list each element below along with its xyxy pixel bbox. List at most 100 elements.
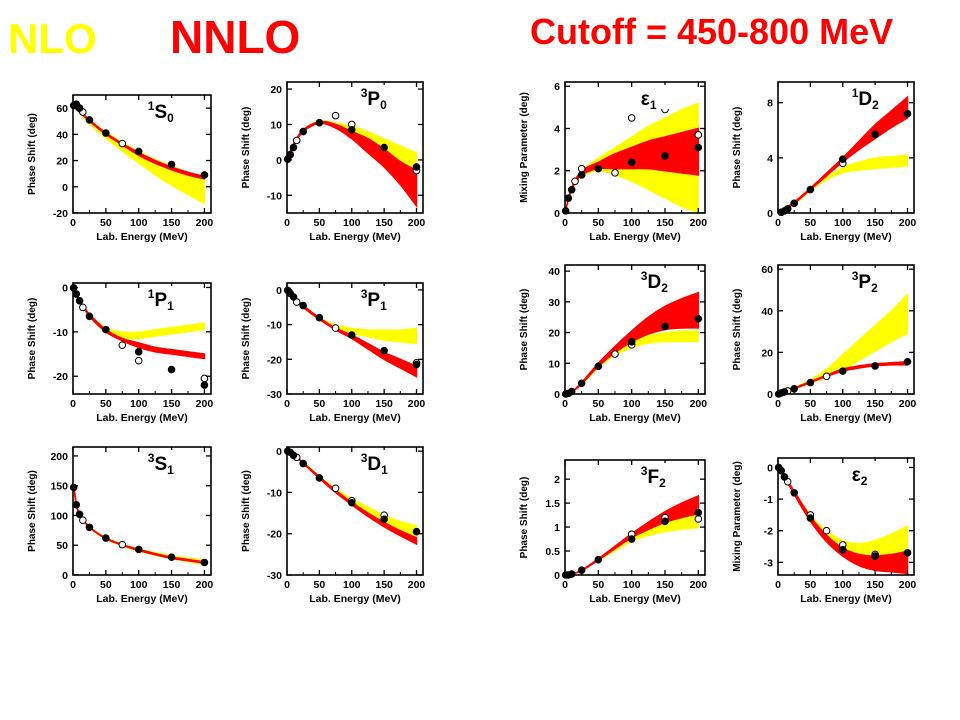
y-tick-label: -1 [764,494,773,506]
data-point-filled [627,535,636,543]
x-tick-label: 100 [343,579,361,591]
data-point-filled [871,362,879,370]
y-tick-label: 0 [554,389,560,401]
data-point-filled [594,362,603,371]
data-point-open [611,169,619,177]
wave-label-box [144,450,187,474]
x-axis-label: Lab. Energy (MeV) [96,593,188,605]
data-point-filled [903,109,912,118]
data-point-filled [75,296,84,305]
data-point-filled [871,130,879,139]
x-tick-label: 0 [562,398,568,410]
x-tick-label: 0 [70,579,76,591]
data-point-filled [134,545,143,554]
panel-3P1: 0 50 100 150 200 -30 -20 -10 0 Lab. Energy (MeV) P… [241,282,425,424]
data-point-filled [806,514,815,522]
nlo-label: NLO [8,15,97,62]
data-point-filled [412,360,421,369]
x-tick-label: 50 [805,217,817,229]
y-tick-label: 0 [62,182,68,194]
x-tick-label: 150 [163,217,181,229]
y-tick-label: 8 [767,98,773,110]
x-tick-label: 50 [592,398,604,410]
x-tick-label: 200 [196,579,214,591]
x-tick-label: 100 [834,579,852,591]
x-tick-label: 100 [130,217,148,229]
x-axis-label: Lab. Energy (MeV) [800,412,892,424]
data-point-open [627,114,636,122]
plot-frame [777,264,915,395]
y-tick-label: 0 [767,389,773,401]
panel-3D2: 0 50 100 150 200 0 10 20 30 40 Lab. Energy (MeV) Ph… [519,264,708,424]
x-tick-label: 200 [899,217,917,229]
x-tick-label: 200 [690,398,708,410]
wave-label: 3P0 [361,86,387,112]
x-tick-label: 150 [866,579,884,591]
x-axis-label: Lab. Energy (MeV) [589,231,681,243]
plot-frame [72,282,212,395]
plot-frame [777,81,915,214]
y-tick-label: 40 [56,129,68,141]
data-point-open [331,111,340,120]
x-tick-label: 0 [284,579,290,591]
x-axis-label: Lab. Energy (MeV) [309,593,401,605]
data-point-open [118,540,127,549]
y-tick-label: 100 [50,510,68,522]
data-point-filled [661,152,669,160]
x-tick-label: 0 [562,217,568,229]
data-point-filled [200,171,209,179]
data-point-filled [783,205,792,213]
plot-frame [72,446,212,576]
data-point-filled [627,158,636,167]
data-point-filled [299,301,307,310]
y-axis-label: Mixing Parameter (deg) [732,461,743,572]
y-tick-label: -2 [764,526,773,538]
data-point-filled [380,515,388,524]
x-tick-label: 150 [375,217,393,229]
y-tick-label: 0 [554,208,560,220]
x-tick-label: 0 [70,398,76,410]
y-tick-label: 2 [554,474,560,486]
data-point-filled [661,322,669,331]
data-point-open [694,515,703,523]
data-point-filled [315,474,324,482]
data-point-filled [286,150,295,159]
x-axis-label: Lab. Energy (MeV) [800,231,892,243]
wave-label: ε1 [641,89,657,112]
data-point-filled [564,194,573,203]
x-tick-label: 50 [805,579,817,591]
data-point-open [79,516,87,525]
data-point-filled [694,143,703,152]
wave-label: 3D1 [361,451,388,477]
data-point-open [134,356,143,365]
x-tick-label: 100 [130,579,148,591]
data-point-open [331,324,340,332]
wave-label: 3P1 [361,287,387,313]
data-point-open [118,139,127,148]
data-point-filled [85,523,94,532]
panel-eps2: 0 50 100 150 200 -3 -2 -1 0 Lab. Energy (MeV) Mixi… [732,457,916,605]
data-point-filled [412,163,421,171]
x-axis-label: Lab. Energy (MeV) [309,231,401,243]
y-tick-label: 1 [554,522,560,534]
plot-area [778,292,909,394]
cutoff-label: Cutoff = 450-800 MeV [530,11,893,52]
x-axis-label: Lab. Energy (MeV) [589,593,681,605]
data-point-filled [577,379,586,388]
y-tick-label: 20 [270,84,282,96]
data-point-filled [594,555,603,564]
x-axis-label: Lab. Energy (MeV) [800,593,892,605]
x-tick-label: 200 [196,398,214,410]
panel-3S1: 0 50 100 150 200 0 50 100 150 200 Lab. Energy (MeV… [27,446,214,605]
x-tick-label: 150 [656,398,674,410]
y-tick-label: 0 [276,155,282,167]
x-tick-label: 0 [284,217,290,229]
data-point-filled [134,348,143,356]
y-tick-label: -10 [53,327,68,339]
data-point-filled [777,466,786,475]
data-point-open [331,484,340,493]
x-tick-label: 50 [592,579,604,591]
data-point-open [822,372,831,381]
x-tick-label: 0 [284,398,290,410]
